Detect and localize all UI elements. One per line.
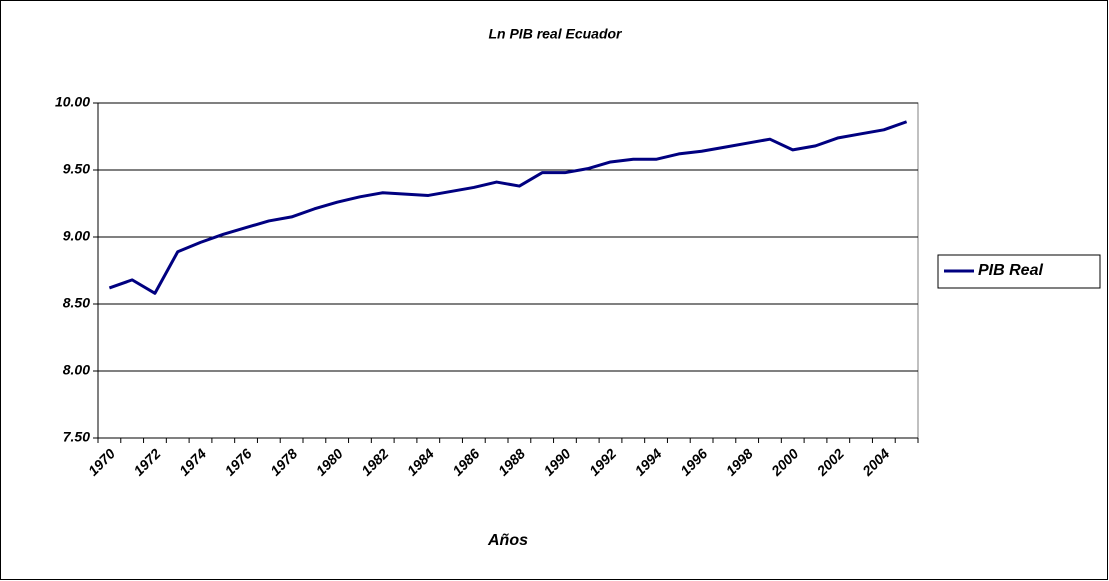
plot-area	[97, 102, 919, 439]
y-tick-label: 9.50	[63, 161, 90, 177]
y-tick-label: 8.00	[63, 362, 90, 378]
x-axis-label: Años	[487, 532, 528, 549]
y-tick-label: 9.00	[63, 228, 90, 244]
legend-label: PIB Real	[978, 262, 1043, 279]
y-tick-label: 8.50	[63, 295, 90, 311]
line-series	[108, 120, 908, 295]
y-tick-label: 10.00	[55, 94, 90, 110]
chart-title: Ln PIB real Ecuador	[488, 26, 623, 42]
y-tick-label: 7.50	[63, 429, 90, 445]
